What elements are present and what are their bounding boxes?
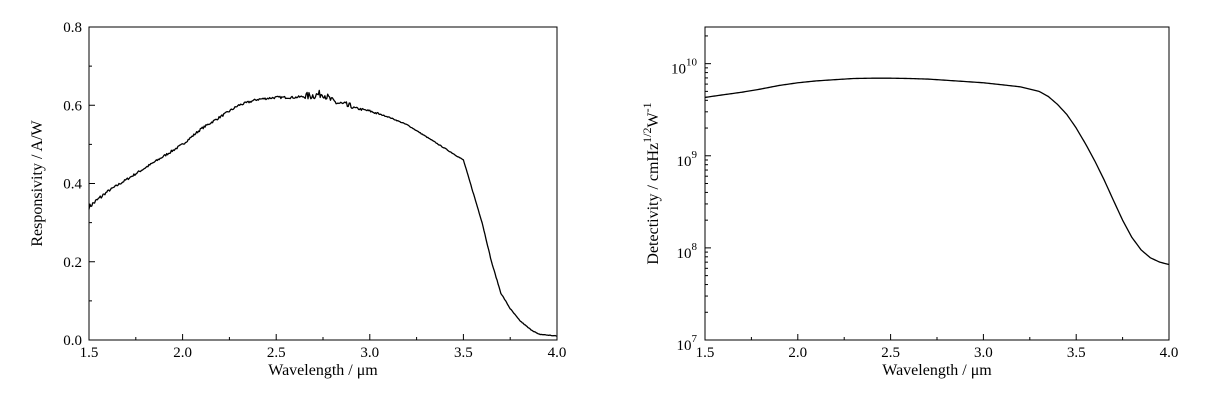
x-tick-label: 3.5 <box>454 345 473 361</box>
x-tick-label: 2.0 <box>173 345 192 361</box>
y-tick-label: 0.0 <box>63 333 82 349</box>
x-tick-label: 3.5 <box>1067 345 1086 361</box>
y-axis-title-sup: 1/2 <box>640 128 654 143</box>
detectivity-chart: 1.5 2.0 2.5 3.0 3.5 4.01071081091010Wavelengt… <box>640 26 1179 379</box>
y-tick-exponent: 8 <box>692 241 698 253</box>
y-tick-exponent: 10 <box>686 57 698 69</box>
x-tick-label: 1.5 <box>696 345 715 361</box>
y-tick-base: 10 <box>677 246 692 262</box>
y-axis-title: Detectivity / cmHz1/2W-1 <box>640 102 662 264</box>
x-tick-label: 3.0 <box>360 345 379 361</box>
responsivity-chart: 1.5 2.0 2.5 3.0 3.5 4.0 0.0 0.2 0.4 0.6 0.8 Wavelen… <box>29 20 566 379</box>
series-line-0 <box>704 77 1170 266</box>
y-tick-base: 10 <box>671 62 686 78</box>
series-line-0 <box>88 89 558 337</box>
x-tick-label: 2.5 <box>881 345 900 361</box>
y-tick-base: 10 <box>677 154 692 170</box>
x-tick-label: 3.0 <box>974 345 993 361</box>
y-tick-exponent: 7 <box>692 333 698 345</box>
y-tick-label: 0.2 <box>63 255 82 271</box>
y-tick-label: 0.4 <box>63 177 82 193</box>
y-tick-exponent: 9 <box>692 149 698 161</box>
y-tick-label: 108 <box>677 241 698 262</box>
y-tick-label: 1010 <box>671 57 698 78</box>
y-tick-label: 109 <box>677 149 698 170</box>
plot-frame <box>704 26 1170 341</box>
x-tick-label: 1.5 <box>80 345 99 361</box>
y-axis-title-sup: -1 <box>640 102 654 112</box>
x-tick-label: 2.0 <box>788 345 807 361</box>
y-tick-base: 10 <box>677 338 692 354</box>
y-axis-title-mid: W <box>645 112 662 128</box>
y-tick-label: 107 <box>677 333 698 354</box>
x-axis-title: Wavelength / μm <box>882 362 992 379</box>
y-axis-title: Responsivity / A/W <box>29 119 46 246</box>
x-axis-title: Wavelength / μm <box>268 362 378 379</box>
y-axis-title-main: Detectivity / cmHz <box>645 143 662 265</box>
y-tick-label: 0.8 <box>63 20 82 36</box>
x-tick-label: 4.0 <box>1160 345 1179 361</box>
x-tick-label: 4.0 <box>548 345 567 361</box>
y-tick-label: 0.6 <box>63 98 82 114</box>
plot-frame <box>88 26 558 341</box>
x-tick-label: 2.5 <box>267 345 286 361</box>
